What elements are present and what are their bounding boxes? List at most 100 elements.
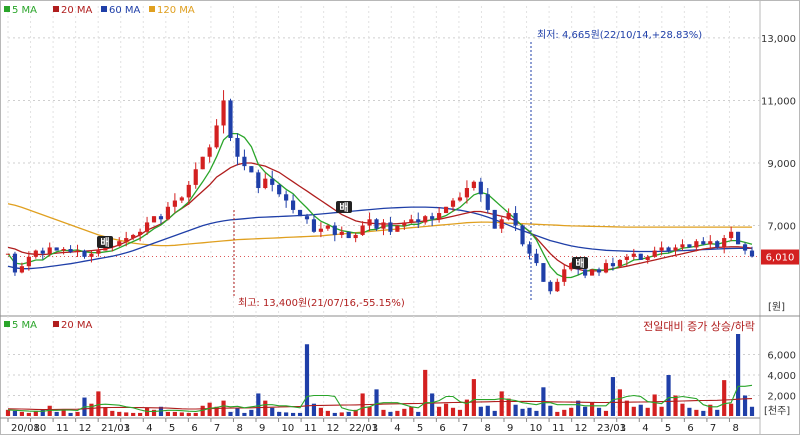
candle-body xyxy=(450,200,456,207)
legend-20ma: 20 MA xyxy=(61,5,93,16)
volume-bar xyxy=(284,412,289,416)
candle-body xyxy=(513,213,518,226)
candle-body xyxy=(179,197,184,201)
candle-body xyxy=(388,222,393,232)
volume-bar xyxy=(325,410,330,416)
price-tick-label: 11,000 xyxy=(761,96,796,107)
volume-bar xyxy=(562,409,567,416)
candle-body xyxy=(228,100,233,138)
candle-body xyxy=(207,147,212,157)
volume-right-label: 전일대비 증가 상승/하락 xyxy=(643,319,755,333)
candle-body xyxy=(33,250,38,257)
volume-bar xyxy=(701,410,706,416)
candle-body xyxy=(186,184,191,198)
candle-body xyxy=(416,219,421,223)
legend-5ma: 5 MA xyxy=(12,5,37,16)
x-tick-label: 12 xyxy=(79,423,92,434)
candle-body xyxy=(652,250,657,257)
current-price-value: 6,010 xyxy=(766,253,795,264)
badge-3: 배 xyxy=(572,257,588,270)
candle-body xyxy=(457,197,463,201)
volume-bar xyxy=(423,369,428,416)
candle-body xyxy=(103,247,108,251)
x-tick-label: 6 xyxy=(439,423,445,434)
candle-body xyxy=(117,241,122,246)
legend-swatch-60ma xyxy=(101,6,107,12)
candle-body xyxy=(673,247,678,251)
volume-bar xyxy=(242,412,247,416)
volume-bar xyxy=(61,409,66,416)
candle-body xyxy=(144,222,150,232)
candle-body xyxy=(478,181,483,195)
candle-body xyxy=(277,184,282,195)
x-tick-label: 5 xyxy=(417,423,423,434)
volume-bar xyxy=(33,410,38,416)
volume-bar xyxy=(374,389,379,416)
vol-legend-swatch-20ma xyxy=(53,321,59,327)
volume-axis-ticks: 6,000 4,000 2,000 xyxy=(767,351,796,403)
volume-bar xyxy=(75,411,80,416)
volume-bar xyxy=(19,411,24,416)
volume-bar xyxy=(318,407,323,416)
volume-bar xyxy=(249,409,254,416)
x-tick-label: 8 xyxy=(484,423,490,434)
x-tick-label: 11 xyxy=(56,423,69,434)
candle-body xyxy=(360,225,365,235)
volume-bar xyxy=(124,412,129,416)
x-tick-label: 8 xyxy=(732,423,738,434)
x-tick-label: 3 xyxy=(372,423,378,434)
candle-body xyxy=(701,241,706,245)
volume-bar xyxy=(596,407,602,416)
candle-body xyxy=(722,238,727,248)
volume-bar xyxy=(631,406,636,416)
candle-body xyxy=(221,100,226,126)
ma120-line xyxy=(7,203,752,247)
candle-body xyxy=(339,231,344,235)
candle-body xyxy=(485,194,490,210)
volume-bar xyxy=(346,411,351,416)
x-tick-label: 20/08 xyxy=(11,423,40,434)
candle-body xyxy=(555,281,560,292)
vol-ma5-line xyxy=(7,384,753,412)
volume-bar xyxy=(603,410,609,416)
candle-body xyxy=(165,206,171,220)
candle-body xyxy=(645,256,650,260)
candle-body xyxy=(12,253,18,273)
price-tick-label: 13,000 xyxy=(761,34,796,45)
volume-bar xyxy=(715,409,720,416)
volume-bar xyxy=(589,402,595,416)
candle-body xyxy=(374,219,379,229)
legend-60ma: 60 MA xyxy=(109,5,141,16)
candle-body xyxy=(687,244,692,248)
volume-bar xyxy=(5,409,11,416)
legend-swatch-120ma xyxy=(149,6,155,12)
candle-body xyxy=(423,216,428,223)
candles xyxy=(5,90,755,295)
vol-legend-5ma: 5 MA xyxy=(12,320,37,331)
volume-bar xyxy=(103,407,108,416)
candle-body xyxy=(61,249,66,251)
candle-body xyxy=(548,281,553,292)
candle-body xyxy=(638,253,643,260)
volume-bar xyxy=(12,410,18,416)
candle-body xyxy=(443,206,449,214)
candle-body xyxy=(284,194,289,201)
candle-body xyxy=(499,219,504,229)
volume-bar xyxy=(402,408,407,416)
candle-body xyxy=(430,216,435,220)
candle-body xyxy=(736,231,741,245)
candle-body xyxy=(332,225,337,235)
volume-bar xyxy=(749,406,755,416)
volume-bar xyxy=(207,402,212,416)
badge-2: 배 xyxy=(336,201,352,214)
candle-body xyxy=(603,263,609,273)
candle-body xyxy=(5,253,11,255)
volume-bar xyxy=(381,409,386,416)
candle-body xyxy=(297,209,303,217)
candle-body xyxy=(353,234,358,239)
volume-bar xyxy=(138,412,143,416)
high-annotation: 최고: 13,400원(21/07/16,-55.15%) xyxy=(238,297,405,309)
candle-body xyxy=(749,250,755,257)
candle-body xyxy=(124,238,129,242)
